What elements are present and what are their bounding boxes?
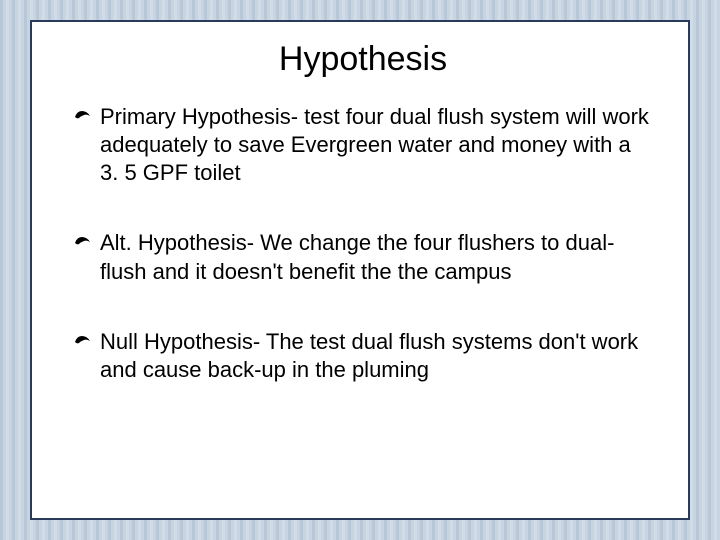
bullet-list: Primary Hypothesis- test four dual flush… (74, 103, 652, 384)
bullet-text: Primary Hypothesis- test four dual flush… (100, 104, 649, 185)
list-item: Null Hypothesis- The test dual flush sys… (74, 328, 652, 384)
list-item: Primary Hypothesis- test four dual flush… (74, 103, 652, 187)
list-item: Alt. Hypothesis- We change the four flus… (74, 229, 652, 285)
bullet-text: Null Hypothesis- The test dual flush sys… (100, 329, 638, 382)
slide-title: Hypothesis (74, 40, 652, 79)
decorative-bullet-icon (74, 107, 92, 123)
decorative-bullet-icon (74, 233, 92, 249)
decorative-bullet-icon (74, 332, 92, 348)
slide-panel: Hypothesis Primary Hypothesis- test four… (30, 20, 690, 520)
bullet-text: Alt. Hypothesis- We change the four flus… (100, 230, 614, 283)
